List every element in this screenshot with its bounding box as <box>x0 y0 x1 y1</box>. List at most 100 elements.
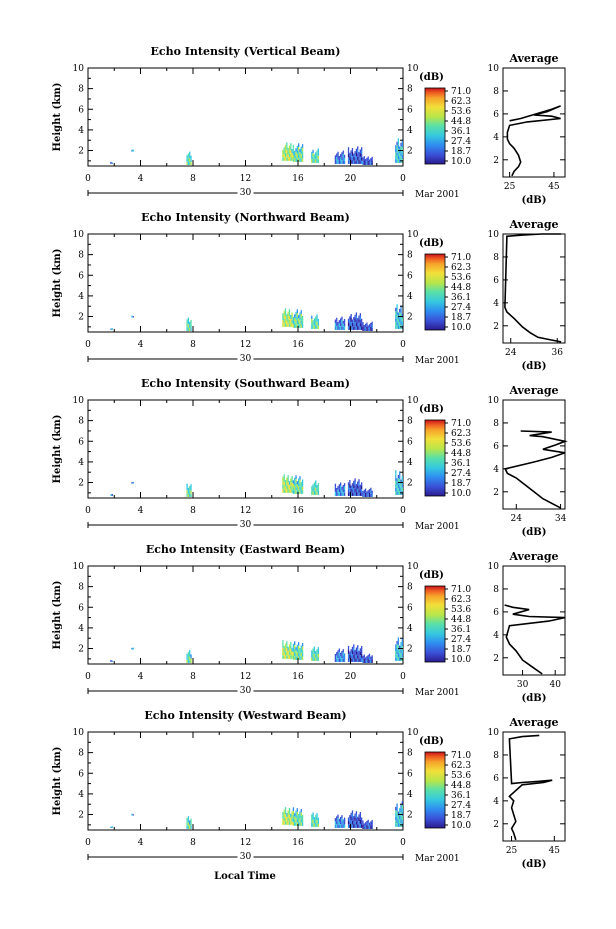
y-tick-label: 6 <box>78 769 84 779</box>
echo-cell <box>299 490 301 494</box>
echo-cell <box>290 314 292 319</box>
echo-cell <box>298 649 300 653</box>
echo-cell <box>291 489 293 493</box>
echo-cell <box>296 324 298 328</box>
echo-cell <box>299 815 301 819</box>
echo-cell <box>364 660 367 663</box>
echo-cell <box>396 478 398 482</box>
echo-cell <box>334 323 337 327</box>
echo-cell <box>292 144 295 149</box>
echo-cell <box>359 153 361 157</box>
echo-cell <box>286 477 288 482</box>
echo-cell <box>313 650 316 654</box>
echo-cell <box>189 324 191 328</box>
echo-cell <box>338 824 340 828</box>
echo-cell <box>371 824 373 829</box>
x-tick-label: 16 <box>292 672 304 682</box>
colorbar-label: 62.3 <box>451 595 471 605</box>
date-day-label: 30 <box>240 852 252 862</box>
profile-line <box>504 604 566 675</box>
colorbar-label: 44.8 <box>451 117 471 127</box>
echo-cell <box>400 146 402 150</box>
echo-cell <box>371 324 373 328</box>
echo-cell <box>312 320 314 325</box>
date-day-bg <box>237 186 254 195</box>
echo-cell <box>357 658 359 662</box>
echo-cell <box>364 488 367 493</box>
echo-cell <box>401 642 403 647</box>
echo-cell <box>371 659 373 663</box>
echo-cell <box>316 813 318 817</box>
echo-cell <box>189 653 191 657</box>
echo-cell <box>395 484 397 488</box>
echo-cell <box>336 824 338 828</box>
y-tick-label: 4 <box>407 624 413 634</box>
echo-cell <box>349 491 351 496</box>
echo-cell <box>187 317 190 321</box>
echo-cell <box>288 323 291 327</box>
echo-cell <box>288 651 291 656</box>
echo-cell <box>317 654 319 658</box>
echo-cell <box>337 151 339 156</box>
echo-cell <box>286 153 288 158</box>
echo-cell <box>300 815 302 820</box>
echo-cell <box>399 819 401 824</box>
y-tick-label: 4 <box>78 292 84 302</box>
echo-cell <box>282 153 284 158</box>
echo-cell <box>342 320 344 324</box>
echo-cell <box>354 322 356 327</box>
echo-cell <box>290 652 292 656</box>
echo-cell <box>399 322 401 326</box>
echo-cell <box>317 148 319 153</box>
echo-cell <box>341 160 343 164</box>
echo-cell <box>286 812 288 817</box>
echo-cell <box>315 316 317 321</box>
echo-cell <box>298 821 300 826</box>
echo-cell <box>284 152 287 157</box>
echo-cell <box>347 824 350 828</box>
echo-cell <box>187 320 190 325</box>
x-tick-label: 0 <box>400 340 406 350</box>
echo-cell <box>301 158 304 162</box>
profile-x-label: (dB) <box>522 361 547 372</box>
echo-cell <box>396 481 398 486</box>
colorbar-label: 71.0 <box>451 253 471 263</box>
echo-cell <box>131 647 133 650</box>
y-tick-label: 10 <box>407 64 419 74</box>
echo-cell <box>286 816 288 821</box>
echo-cell <box>311 657 313 661</box>
y-tick-label: 8 <box>407 417 413 427</box>
echo-cell <box>358 650 360 655</box>
echo-cell <box>397 488 400 492</box>
echo-cell <box>315 822 317 827</box>
echo-cell <box>351 326 354 330</box>
echo-cell <box>363 654 365 659</box>
echo-cell <box>337 159 339 164</box>
echo-cell <box>301 653 304 657</box>
echo-cell <box>189 321 191 325</box>
echo-cell <box>337 321 339 326</box>
echo-cell <box>338 326 340 330</box>
x-tick-label: 12 <box>240 838 251 848</box>
colorbar-label: 44.8 <box>451 615 471 625</box>
echo-cell <box>347 653 350 658</box>
date-label: Mar 2001 <box>415 190 460 200</box>
echo-cell <box>338 492 340 496</box>
echo-cell <box>342 323 344 327</box>
echo-cell <box>399 325 401 329</box>
echo-cell <box>312 816 314 820</box>
echo-cell <box>343 486 346 490</box>
echo-cell <box>131 149 133 152</box>
echo-cell <box>355 326 358 330</box>
echo-cell <box>283 809 285 814</box>
colorbar-label: 62.3 <box>451 97 471 107</box>
echo-cell <box>359 811 361 816</box>
echo-cell <box>359 156 361 161</box>
y-tick-label: 2 <box>78 479 84 489</box>
colorbar-unit: (dB) <box>419 570 444 581</box>
echo-cell <box>190 487 192 491</box>
echo-cell <box>357 160 359 164</box>
profile-frame <box>502 731 566 842</box>
echo-cell <box>371 490 373 494</box>
echo-cell <box>401 649 403 654</box>
